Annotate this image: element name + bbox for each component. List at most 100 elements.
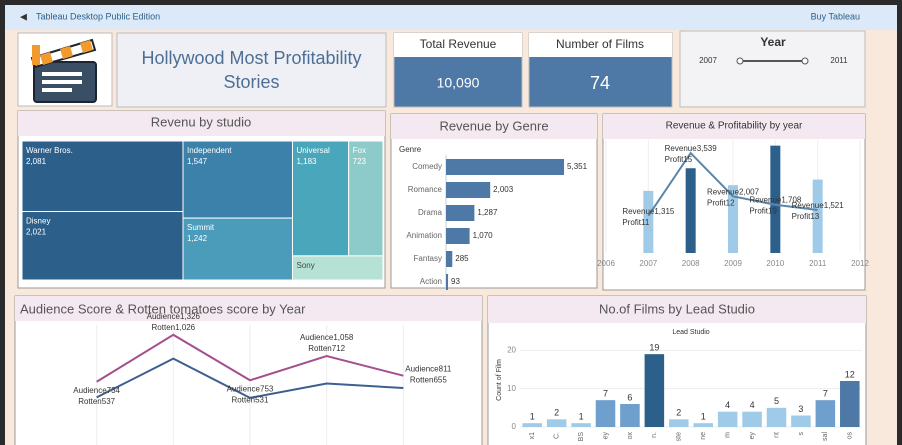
label-value: 531 bbox=[255, 395, 269, 404]
data-label: Profit15 bbox=[665, 155, 693, 164]
bar bbox=[446, 182, 491, 198]
panel-title: Revenue by Genre bbox=[439, 118, 548, 133]
panel-title: No.of Films by Lead Studio bbox=[599, 301, 755, 316]
x-tick-label: 2010 bbox=[766, 259, 784, 268]
data-label: Audience734 bbox=[73, 386, 120, 395]
data-label: Rotten531 bbox=[232, 395, 269, 404]
x-tick-label: 2008 bbox=[682, 259, 700, 268]
label-value: 734 bbox=[107, 386, 121, 395]
bar bbox=[644, 354, 665, 427]
panel bbox=[390, 113, 598, 289]
x-tick-label: 2009 bbox=[724, 259, 742, 268]
data-label: Rotten655 bbox=[410, 376, 447, 385]
label-value: 15 bbox=[683, 155, 692, 164]
data-label: Revenue1,315 bbox=[622, 207, 675, 216]
bar bbox=[693, 423, 713, 427]
bar bbox=[770, 145, 781, 253]
kpi-label: Number of Films bbox=[556, 37, 644, 51]
bar bbox=[840, 381, 860, 427]
header-bar bbox=[5, 5, 897, 30]
bar bbox=[546, 419, 567, 427]
data-label: Rotten1,026 bbox=[152, 323, 196, 332]
label-value: 1,058 bbox=[333, 333, 354, 342]
panel-header bbox=[18, 111, 385, 136]
label-name: Profit bbox=[622, 218, 641, 227]
y-tick-label: 20 bbox=[507, 345, 516, 354]
label-value: 811 bbox=[439, 365, 452, 374]
x-tick-label: C. bbox=[553, 432, 560, 439]
y-tick-label: 0 bbox=[512, 422, 517, 431]
slider-knob[interactable] bbox=[801, 57, 809, 65]
y-tick-label: Comedy bbox=[412, 162, 442, 171]
x-tick-label: ey bbox=[749, 432, 756, 440]
kpi-header bbox=[529, 33, 672, 57]
treemap-cell bbox=[291, 140, 350, 257]
bar bbox=[742, 411, 762, 427]
bar bbox=[446, 159, 565, 175]
label-value: 11 bbox=[641, 218, 650, 227]
label-name: Audience bbox=[405, 365, 439, 374]
label-name: Audience bbox=[227, 384, 261, 393]
x-tick-label: 2006 bbox=[597, 259, 615, 268]
buy-link[interactable]: Buy Tableau bbox=[811, 11, 860, 21]
cell-value: 1,183 bbox=[296, 157, 317, 166]
label-value: 1,026 bbox=[175, 323, 196, 332]
filter-label: Year bbox=[760, 35, 786, 49]
label-name: Profit bbox=[665, 155, 684, 164]
axis-label: Genre bbox=[399, 145, 422, 154]
x-tick-label: ste bbox=[676, 432, 683, 441]
cell-label: Universal bbox=[296, 146, 330, 155]
label-name: Audience bbox=[147, 312, 181, 321]
label-value: 655 bbox=[433, 376, 447, 385]
x-tick-label: BS bbox=[578, 432, 585, 442]
cell-label: Disney bbox=[26, 217, 50, 226]
panel-header bbox=[603, 114, 865, 139]
line bbox=[96, 357, 404, 399]
x-tick-label: 2011 bbox=[809, 259, 827, 268]
value-label: 7 bbox=[823, 389, 828, 399]
bar bbox=[595, 400, 616, 427]
kpi-label: Total Revenue bbox=[420, 37, 497, 51]
line bbox=[96, 333, 404, 383]
treemap-cell bbox=[348, 140, 384, 257]
x-tick-label: s bbox=[798, 432, 805, 436]
label-name: Revenue bbox=[622, 207, 655, 216]
label-value: 1,315 bbox=[654, 207, 675, 216]
label-value: 712 bbox=[332, 344, 346, 353]
axis-title: Lead Studio bbox=[672, 329, 709, 336]
title-box bbox=[116, 32, 387, 108]
treemap-cell bbox=[21, 211, 184, 281]
app-name: Tableau Desktop Public Edition bbox=[36, 11, 160, 21]
label-name: Revenue bbox=[665, 144, 698, 153]
x-tick-label: nt bbox=[773, 432, 780, 438]
label-value: 13 bbox=[810, 212, 819, 221]
cell-value: 1,242 bbox=[187, 234, 208, 243]
kpi-value: 74 bbox=[590, 73, 610, 93]
x-tick-label: n. bbox=[651, 432, 658, 438]
x-tick-label: sal bbox=[822, 432, 829, 441]
bar bbox=[571, 423, 591, 427]
data-label: Audience1,058 bbox=[300, 333, 354, 342]
bar bbox=[685, 168, 696, 253]
label-value: 537 bbox=[102, 397, 116, 406]
data-label: Revenue3,539 bbox=[665, 144, 718, 153]
data-label: Profit11 bbox=[622, 218, 650, 227]
value-label: 1,287 bbox=[477, 208, 498, 217]
filter-max: 2011 bbox=[830, 56, 848, 65]
bar bbox=[717, 411, 738, 427]
treemap-cell bbox=[291, 255, 384, 281]
data-label: Revenue2,007 bbox=[707, 187, 760, 196]
bar bbox=[446, 251, 453, 267]
bar bbox=[815, 400, 836, 427]
x-tick-label: os bbox=[847, 432, 854, 440]
label-value: 3,539 bbox=[697, 144, 718, 153]
kpi-value: 10,090 bbox=[437, 75, 480, 91]
label-name: Audience bbox=[73, 386, 107, 395]
x-tick-label: ey bbox=[602, 432, 609, 440]
data-label: Revenue1,521 bbox=[792, 201, 845, 210]
panel-title: Audience Score & Rotten tomatoes score b… bbox=[20, 301, 306, 316]
label-name: Profit bbox=[707, 198, 726, 207]
slider-knob[interactable] bbox=[736, 57, 744, 65]
treemap-cell bbox=[182, 217, 293, 281]
